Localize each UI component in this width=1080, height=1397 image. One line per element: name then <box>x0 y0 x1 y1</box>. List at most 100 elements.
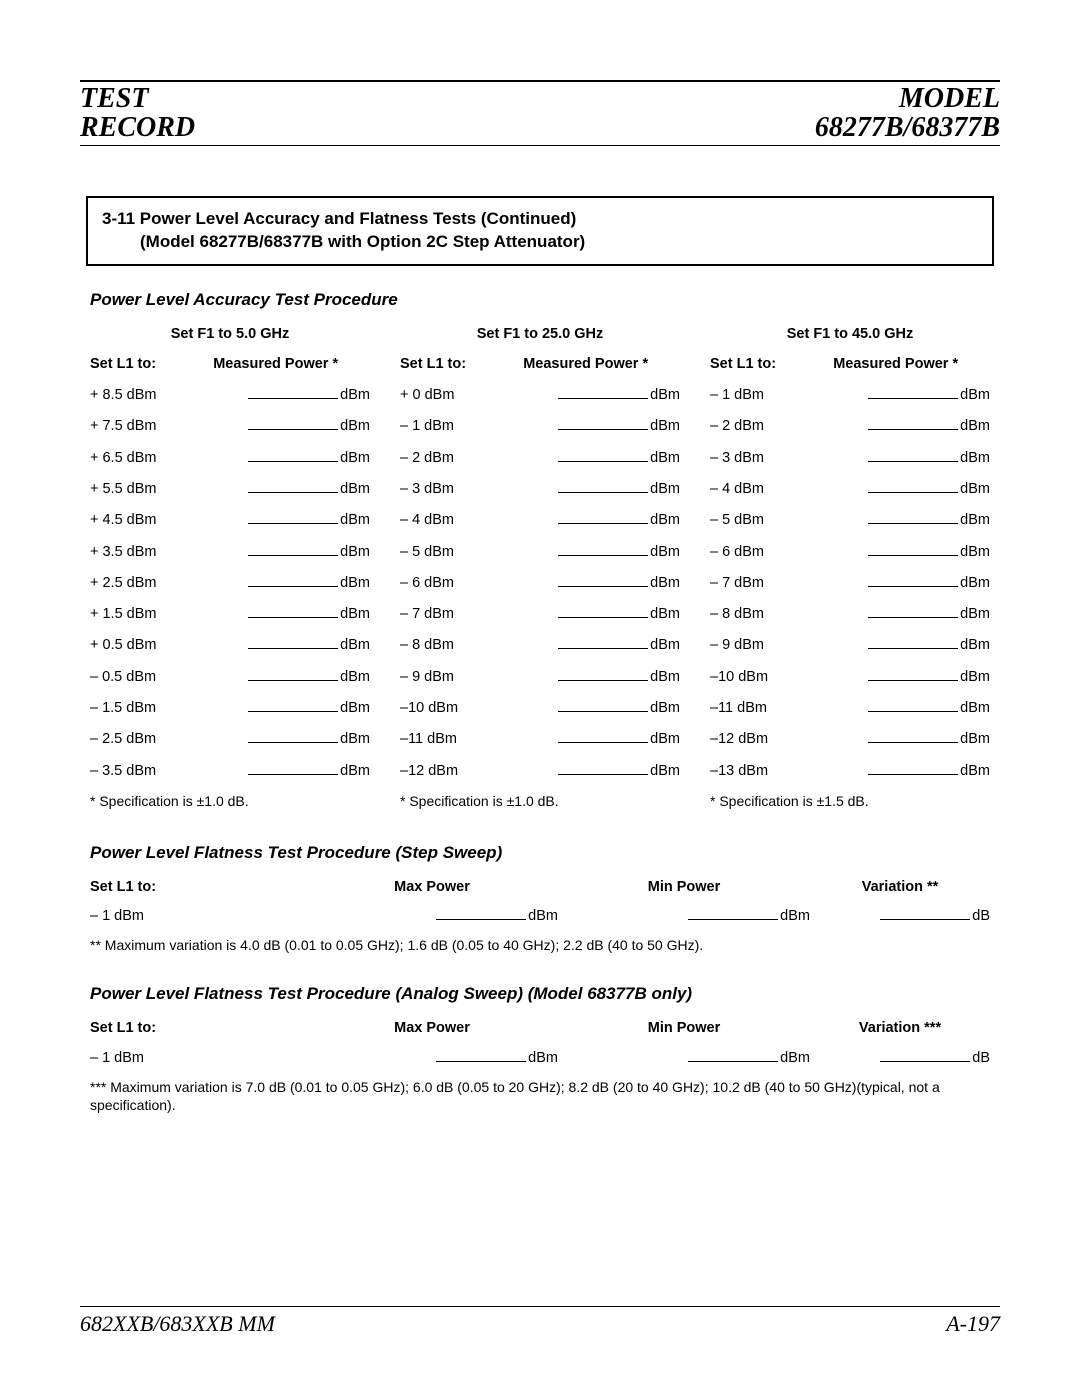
blank-field[interactable] <box>248 574 338 587</box>
blank-field[interactable] <box>868 480 958 493</box>
blank-field[interactable] <box>868 417 958 430</box>
blank-field[interactable] <box>248 417 338 430</box>
blank-field[interactable] <box>868 605 958 618</box>
blank-field[interactable] <box>248 448 338 461</box>
blank-field[interactable] <box>248 636 338 649</box>
blank-field[interactable] <box>436 907 526 920</box>
blank-field[interactable] <box>880 1048 970 1061</box>
unit-dbm: dBm <box>650 481 680 497</box>
blank-field[interactable] <box>436 1048 526 1061</box>
blank-field[interactable] <box>558 417 648 430</box>
blank-field[interactable] <box>248 699 338 712</box>
accuracy-setl1-value: – 3 dBm <box>400 481 523 497</box>
unit-dbm: dBm <box>960 763 990 779</box>
flat-step-set-value: – 1 dBm <box>90 908 306 924</box>
blank-field[interactable] <box>688 1048 778 1061</box>
blank-field[interactable] <box>558 699 648 712</box>
blank-field[interactable] <box>868 574 958 587</box>
flat-analog-col-var: Variation *** <box>810 1020 990 1036</box>
accuracy-row: – 1 dBmdBm <box>400 417 680 434</box>
blank-field[interactable] <box>558 386 648 399</box>
unit-dbm: dBm <box>960 512 990 528</box>
blank-field[interactable] <box>868 511 958 524</box>
unit-dbm: dBm <box>960 637 990 653</box>
unit-dbm: dBm <box>340 669 370 685</box>
unit-dbm: dBm <box>340 512 370 528</box>
page: TEST RECORD MODEL 68277B/68377B 3-11 Pow… <box>0 0 1080 1397</box>
unit-db: dB <box>972 908 990 924</box>
accuracy-setl1-value: + 3.5 dBm <box>90 544 213 560</box>
blank-field[interactable] <box>558 667 648 680</box>
accuracy-measured-cell: dBm <box>213 480 370 497</box>
flat-analog-max-cell: dBm <box>306 1048 558 1065</box>
blank-field[interactable] <box>868 636 958 649</box>
accuracy-row: – 5 dBmdBm <box>400 542 680 559</box>
accuracy-measured-cell: dBm <box>833 636 990 653</box>
accuracy-measured-cell: dBm <box>833 605 990 622</box>
accuracy-row: – 7 dBmdBm <box>710 574 990 591</box>
blank-field[interactable] <box>248 667 338 680</box>
blank-field[interactable] <box>558 605 648 618</box>
accuracy-setl1-value: – 3 dBm <box>710 450 833 466</box>
accuracy-setl1-value: –10 dBm <box>710 669 833 685</box>
blank-field[interactable] <box>868 542 958 555</box>
blank-field[interactable] <box>558 542 648 555</box>
flat-step-block: Set L1 to: Max Power Min Power Variation… <box>90 879 990 955</box>
accuracy-measured-cell: dBm <box>523 605 680 622</box>
blank-field[interactable] <box>248 605 338 618</box>
flat-analog-note: *** Maximum variation is 7.0 dB (0.01 to… <box>90 1078 990 1114</box>
blank-field[interactable] <box>868 761 958 774</box>
accuracy-setl1-value: –11 dBm <box>710 700 833 716</box>
flat-step-heading: Power Level Flatness Test Procedure (Ste… <box>90 843 1000 863</box>
accuracy-measured-cell: dBm <box>523 542 680 559</box>
header-left-line1: TEST <box>80 84 195 113</box>
blank-field[interactable] <box>868 386 958 399</box>
blank-field[interactable] <box>868 667 958 680</box>
page-header: TEST RECORD MODEL 68277B/68377B <box>80 82 1000 143</box>
blank-field[interactable] <box>558 761 648 774</box>
accuracy-measured-cell: dBm <box>523 574 680 591</box>
blank-field[interactable] <box>248 542 338 555</box>
flat-analog-col-set: Set L1 to: <box>90 1020 306 1036</box>
unit-dbm: dBm <box>960 450 990 466</box>
blank-field[interactable] <box>558 636 648 649</box>
accuracy-row: + 3.5 dBmdBm <box>90 542 370 559</box>
rule-footer <box>80 1306 1000 1307</box>
accuracy-row: – 2 dBmdBm <box>400 448 680 465</box>
header-right: MODEL 68277B/68377B <box>815 84 1000 143</box>
blank-field[interactable] <box>868 448 958 461</box>
flat-step-col-max: Max Power <box>306 879 558 895</box>
accuracy-setl1-value: + 6.5 dBm <box>90 450 213 466</box>
blank-field[interactable] <box>248 730 338 743</box>
accuracy-measured-cell: dBm <box>833 574 990 591</box>
unit-dbm: dBm <box>650 544 680 560</box>
accuracy-setl1-value: + 4.5 dBm <box>90 512 213 528</box>
blank-field[interactable] <box>248 511 338 524</box>
footer-left: 682XXB/683XXB MM <box>80 1311 275 1337</box>
accuracy-setl1-value: – 7 dBm <box>400 606 523 622</box>
blank-field[interactable] <box>248 761 338 774</box>
blank-field[interactable] <box>688 907 778 920</box>
accuracy-measured-cell: dBm <box>833 448 990 465</box>
accuracy-row: –13 dBmdBm <box>710 761 990 778</box>
section-title-line2: (Model 68277B/68377B with Option 2C Step… <box>102 231 978 254</box>
blank-field[interactable] <box>558 511 648 524</box>
blank-field[interactable] <box>880 907 970 920</box>
blank-field[interactable] <box>558 448 648 461</box>
unit-dbm: dBm <box>650 512 680 528</box>
flat-analog-var-cell: dB <box>810 1048 990 1065</box>
blank-field[interactable] <box>558 574 648 587</box>
blank-field[interactable] <box>248 480 338 493</box>
flat-step-row: – 1 dBm dBm dBm dB <box>90 907 990 924</box>
blank-field[interactable] <box>248 386 338 399</box>
blank-field[interactable] <box>558 730 648 743</box>
blank-field[interactable] <box>868 699 958 712</box>
accuracy-row: – 6 dBmdBm <box>710 542 990 559</box>
accuracy-measured-cell: dBm <box>523 636 680 653</box>
accuracy-subhead: Set L1 to:Measured Power * <box>90 356 370 372</box>
blank-field[interactable] <box>868 730 958 743</box>
blank-field[interactable] <box>558 480 648 493</box>
unit-dbm: dBm <box>650 763 680 779</box>
section-title-box: 3-11 Power Level Accuracy and Flatness T… <box>86 196 994 266</box>
unit-dbm: dBm <box>960 575 990 591</box>
